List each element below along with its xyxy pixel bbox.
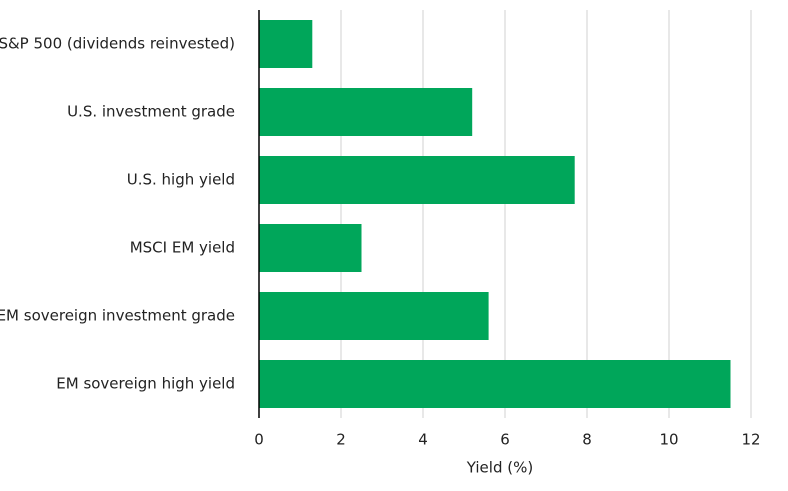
x-tick-label: 6 [500, 431, 510, 449]
y-tick-label: EM sovereign investment grade [0, 307, 235, 325]
x-tick-label: 10 [659, 431, 678, 449]
y-tick-label: U.S. high yield [127, 171, 235, 189]
x-tick-label: 2 [336, 431, 346, 449]
y-tick-label: EM sovereign high yield [56, 375, 235, 393]
x-tick-label: 4 [418, 431, 428, 449]
y-tick-label: MSCI EM yield [130, 239, 235, 257]
y-tick-label: U.S. investment grade [67, 103, 235, 121]
x-tick-label: 8 [582, 431, 592, 449]
bar [259, 292, 489, 340]
bar [259, 20, 313, 68]
x-tick-label: 0 [254, 431, 264, 449]
y-tick-label: S&P 500 (dividends reinvested) [0, 35, 235, 53]
x-axis-label: Yield (%) [466, 459, 533, 477]
bar [259, 156, 575, 204]
bar [259, 360, 731, 408]
x-tick-label: 12 [741, 431, 760, 449]
bar [259, 224, 362, 272]
bar [259, 88, 473, 136]
